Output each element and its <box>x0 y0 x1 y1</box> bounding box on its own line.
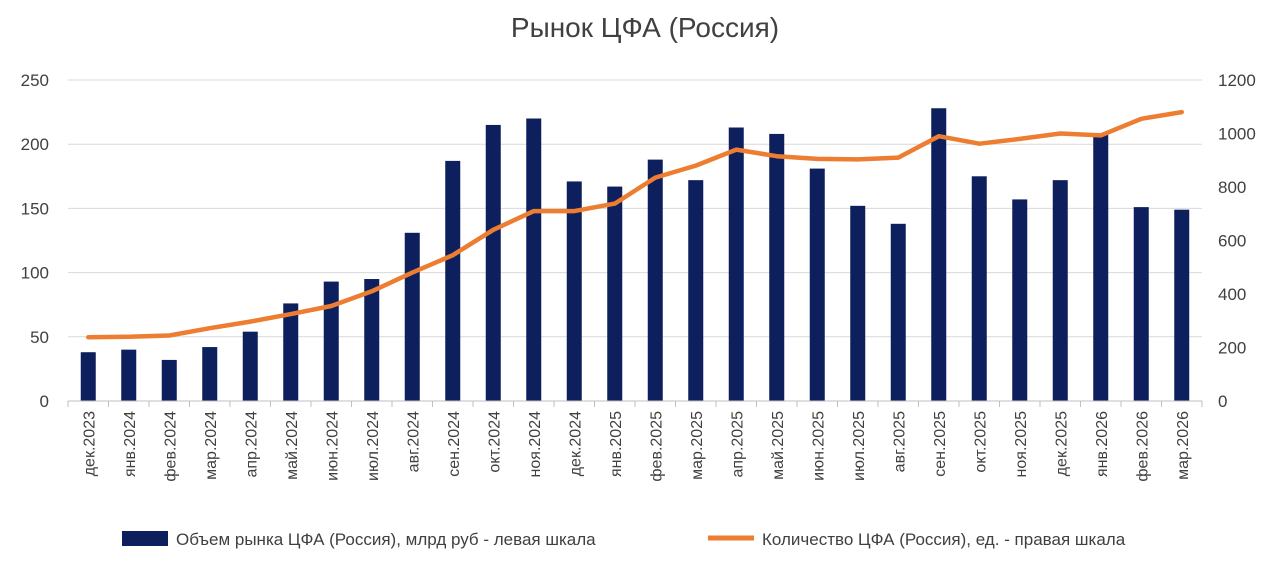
bar <box>485 124 501 401</box>
count-line <box>86 109 1185 340</box>
x-tick-label: май.2025 <box>770 411 787 480</box>
bar <box>121 349 137 401</box>
bar <box>1052 180 1068 401</box>
line-layer <box>86 109 1185 340</box>
y-left-tick-label: 250 <box>21 71 49 90</box>
x-tick-label: ноя.2025 <box>1013 411 1030 478</box>
x-tick-label: ноя.2024 <box>527 411 544 478</box>
bar <box>323 281 339 401</box>
x-tick-label: июн.2024 <box>324 411 341 481</box>
bar <box>1012 199 1028 401</box>
legend: Объем рынка ЦФА (Россия), млрд руб - лев… <box>122 530 1126 549</box>
bar <box>769 133 785 402</box>
legend-swatch-bar <box>122 531 168 546</box>
y-right-tick-label: 1200 <box>1218 71 1256 90</box>
chart-title: Рынок ЦФА (Россия) <box>510 12 780 43</box>
bar <box>80 352 96 401</box>
bar <box>728 127 744 402</box>
bar <box>566 181 582 401</box>
bar <box>283 303 299 401</box>
bar <box>1174 209 1190 401</box>
x-tick-label: окт.2025 <box>972 411 989 473</box>
bar <box>242 331 258 401</box>
bar <box>404 232 420 401</box>
x-tick-label: янв.2024 <box>122 411 139 477</box>
y-left-tick-label: 50 <box>30 328 49 347</box>
x-tick-label: фев.2025 <box>648 411 665 482</box>
y-left-tick-label: 0 <box>40 392 49 411</box>
bar <box>607 186 623 401</box>
axis-layer: 0 50 100 150 200 250 0 200 400 600 800 1000 1200 дек.… <box>21 71 1256 482</box>
x-tick-label: июн.2025 <box>810 411 827 481</box>
x-tick-label: авг.2025 <box>891 411 908 472</box>
y-right-tick-label: 0 <box>1218 392 1227 411</box>
bar <box>931 108 947 402</box>
y-right-tick-label: 200 <box>1218 339 1246 358</box>
y-right-tick-label: 800 <box>1218 178 1246 197</box>
bar <box>161 359 177 401</box>
x-tick-label: июл.2025 <box>851 411 868 481</box>
bar <box>890 223 906 401</box>
x-tick-label: дек.2025 <box>1053 411 1070 476</box>
bar <box>202 347 218 401</box>
bar <box>809 168 825 401</box>
bars-layer <box>80 108 1190 402</box>
y-left-tick-label: 150 <box>21 199 49 218</box>
grid-layer <box>68 79 1202 338</box>
bar <box>1093 133 1109 402</box>
x-tick-label: май.2024 <box>284 411 301 480</box>
bar <box>688 180 704 401</box>
y-left-tick-label: 100 <box>21 264 49 283</box>
bar <box>971 176 987 401</box>
legend-label-volume: Объем рынка ЦФА (Россия), млрд руб - лев… <box>176 530 596 549</box>
bar <box>364 279 380 401</box>
bar <box>850 205 866 401</box>
bar <box>647 159 663 401</box>
x-tick-label: мар.2026 <box>1175 411 1192 480</box>
x-tick-label: мар.2024 <box>203 411 220 480</box>
y-right-tick-label: 400 <box>1218 285 1246 304</box>
x-tick-label: авг.2024 <box>405 411 422 472</box>
x-tick-label: янв.2025 <box>608 411 625 477</box>
x-tick-label: фев.2026 <box>1134 411 1151 482</box>
x-tick-label: мар.2025 <box>689 411 706 480</box>
x-tick-label: окт.2024 <box>486 411 503 473</box>
bar <box>445 160 461 401</box>
x-tick-label: июл.2024 <box>365 411 382 481</box>
x-tick-label: апр.2025 <box>729 411 746 478</box>
x-tick-label: фев.2024 <box>162 411 179 482</box>
bar <box>1133 207 1149 401</box>
y-right-tick-label: 600 <box>1218 232 1246 251</box>
x-tick-label: дек.2024 <box>567 411 584 476</box>
x-tick-label: янв.2026 <box>1094 411 1111 477</box>
y-right-tick-label: 1000 <box>1218 125 1256 144</box>
x-tick-label: сен.2024 <box>446 411 463 477</box>
x-tick-label: дек.2023 <box>81 411 98 476</box>
bar <box>526 118 542 402</box>
x-tick-label: апр.2024 <box>243 411 260 478</box>
legend-label-count: Количество ЦФА (Россия), ед. - правая шк… <box>762 530 1126 549</box>
x-tick-label: сен.2025 <box>932 411 949 477</box>
y-left-tick-label: 200 <box>21 135 49 154</box>
